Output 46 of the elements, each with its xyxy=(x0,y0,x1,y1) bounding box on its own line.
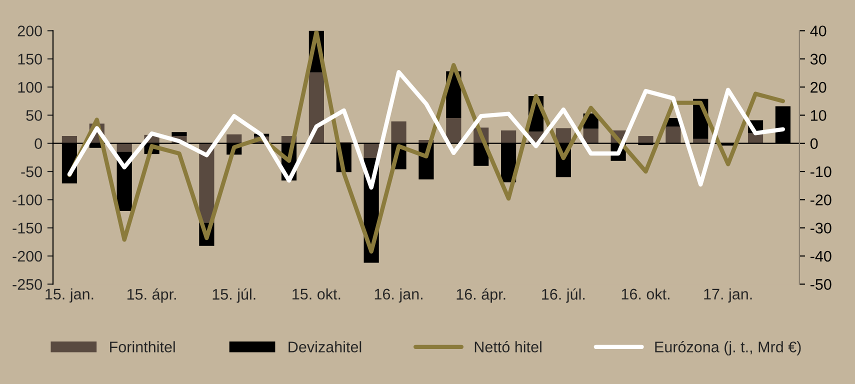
y-tick-label: -250 xyxy=(12,279,42,290)
y2-tick-label: -50 xyxy=(810,279,832,290)
bar xyxy=(226,134,242,144)
x-tick-label: 16. ápr. xyxy=(456,288,506,303)
y2-tick-label: 10 xyxy=(811,110,826,121)
y2-tick-label: 20 xyxy=(810,82,826,93)
bar xyxy=(638,136,654,144)
y-tick-label: -150 xyxy=(12,222,42,234)
x-tick-label: 15. ápr. xyxy=(127,288,176,303)
legend-label: Forinthitel xyxy=(110,341,175,352)
bar xyxy=(172,132,187,136)
x-tick-label: 15. jan. xyxy=(46,288,94,303)
bar xyxy=(391,121,406,144)
bar xyxy=(666,126,681,144)
bar xyxy=(556,128,571,144)
x-tick-label: 16. júl. xyxy=(542,288,585,303)
y2-tick-label: 30 xyxy=(810,54,826,65)
y-tick-label: 200 xyxy=(18,26,42,36)
x-tick-label: 15. okt. xyxy=(292,288,340,300)
line-series xyxy=(67,70,786,190)
x-tick-label: 16. jan. xyxy=(374,288,422,303)
y-tick-label: 150 xyxy=(18,54,42,65)
y2-tick-label: -10 xyxy=(810,166,832,178)
y2-tick-label: 40 xyxy=(810,26,826,36)
x-tick-label: 17. jan. xyxy=(704,288,752,303)
y-tick-label: -100 xyxy=(12,194,42,206)
x-tick-label: 16. okt. xyxy=(622,288,670,300)
y2-tick-label: -20 xyxy=(810,194,832,206)
line-series xyxy=(67,30,786,254)
y2-tick-label: 0 xyxy=(810,138,818,150)
y-tick-label: 0 xyxy=(34,138,42,150)
bar xyxy=(116,143,132,152)
y2-tick-label: -30 xyxy=(810,222,832,234)
x-tick-label: 15. júl. xyxy=(212,288,256,303)
legend-label: Eurózona (j. t., Mrd €) xyxy=(655,340,801,356)
legend-label: Nettó hitel xyxy=(474,340,542,352)
y-tick-label: -50 xyxy=(21,166,42,178)
bar xyxy=(500,130,516,144)
y-tick-label: -200 xyxy=(12,250,42,262)
legend-label: Devizahitel xyxy=(288,341,362,352)
bar xyxy=(583,128,598,144)
y-tick-label: 50 xyxy=(26,110,42,121)
bar xyxy=(62,136,78,144)
y2-tick-label: -40 xyxy=(810,250,832,262)
bar xyxy=(446,118,462,144)
y-tick-label: 100 xyxy=(18,82,42,93)
